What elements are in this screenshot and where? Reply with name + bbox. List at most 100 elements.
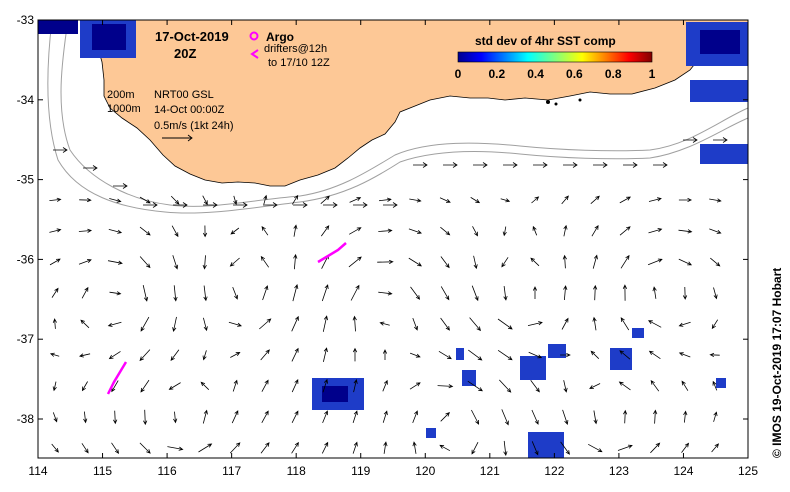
x-tick-label: 116 xyxy=(158,464,177,478)
current-arrow xyxy=(232,286,238,300)
drifter-tracks xyxy=(106,242,347,395)
current-arrow xyxy=(291,410,299,423)
current-arrow xyxy=(352,347,358,362)
current-arrow xyxy=(260,349,270,361)
current-arrow xyxy=(229,257,240,267)
current-arrow xyxy=(527,321,543,326)
y-tick-label: -34 xyxy=(17,93,35,107)
current-arrow xyxy=(321,284,329,302)
current-arrow xyxy=(468,349,483,361)
current-arrow xyxy=(291,315,299,332)
current-arrow xyxy=(562,254,567,269)
current-arrow xyxy=(681,380,689,391)
current-arrow xyxy=(620,317,630,331)
current-arrow xyxy=(682,286,688,300)
current-arrow xyxy=(168,382,181,390)
current-arrow xyxy=(683,410,688,423)
current-arrow xyxy=(49,197,62,202)
current-arrow xyxy=(503,162,518,168)
current-arrow xyxy=(592,254,598,269)
current-arrow xyxy=(678,321,691,327)
colorbar-ticks: 0 0.2 0.4 0.6 0.8 1 xyxy=(455,67,656,81)
current-arrow xyxy=(293,202,308,208)
current-arrow xyxy=(653,162,668,168)
current-arrow xyxy=(81,443,89,454)
current-arrow xyxy=(440,256,450,269)
current-arrow xyxy=(502,226,507,237)
current-arrow xyxy=(409,198,422,203)
current-arrow xyxy=(229,442,241,454)
current-arrow xyxy=(52,318,57,329)
drifter-marker-icon xyxy=(250,49,259,59)
current-arrow xyxy=(382,349,388,360)
current-arrow xyxy=(352,315,357,332)
current-arrow xyxy=(532,286,538,299)
current-arrow xyxy=(589,383,601,389)
x-tick-label: 122 xyxy=(544,464,564,478)
current-arrow xyxy=(293,253,298,270)
current-arrow xyxy=(531,409,539,425)
current-arrow xyxy=(709,228,722,234)
current-arrow xyxy=(531,441,539,456)
current-arrow xyxy=(142,285,149,302)
argo-label: Argo xyxy=(266,30,294,44)
x-tick-label: 121 xyxy=(480,464,500,478)
current-arrow xyxy=(593,162,608,168)
current-arrow xyxy=(618,381,631,391)
current-arrow xyxy=(348,256,362,268)
current-arrow xyxy=(437,384,454,389)
x-tick-label: 120 xyxy=(415,464,435,478)
x-tick-label: 117 xyxy=(222,464,241,478)
y-tick-label: -36 xyxy=(17,252,35,266)
current-arrow xyxy=(352,410,358,424)
current-arrow xyxy=(678,229,693,234)
current-arrow xyxy=(470,197,481,204)
current-arrow xyxy=(171,225,179,238)
current-arrow xyxy=(382,379,388,392)
current-arrow xyxy=(261,410,269,423)
current-arrow xyxy=(353,202,368,208)
current-arrow xyxy=(678,258,693,266)
current-arrow xyxy=(108,351,121,360)
current-arrow xyxy=(563,285,568,301)
current-arrow xyxy=(561,317,569,330)
current-arrow xyxy=(473,255,478,270)
current-arrow xyxy=(408,228,422,234)
y-tick-label: -35 xyxy=(17,173,35,187)
drifters-time: to 17/10 12Z xyxy=(268,57,330,69)
current-arrow xyxy=(379,321,390,326)
x-tick-label: 114 xyxy=(28,464,47,478)
current-arrow xyxy=(409,382,421,390)
current-arrow xyxy=(263,202,278,208)
contour-1000m xyxy=(47,19,749,214)
current-arrow xyxy=(203,202,218,208)
x-tick-label: 125 xyxy=(738,464,758,478)
drifters-label: drifters@12h xyxy=(264,43,327,55)
contour-label-1000m: 1000m xyxy=(107,103,141,115)
current-arrow xyxy=(439,444,451,452)
x-axis: 114 115 116 117 118 119 120 121 122 123 124 125 xyxy=(28,20,758,478)
island xyxy=(546,100,550,104)
current-arrow xyxy=(528,351,543,359)
current-arrow xyxy=(173,285,178,302)
current-arrow xyxy=(202,409,208,424)
current-arrow xyxy=(561,195,569,205)
current-arrow xyxy=(52,412,58,423)
current-arrow xyxy=(320,195,330,205)
current-arrow xyxy=(648,197,662,202)
current-arrow xyxy=(678,352,691,358)
current-arrow xyxy=(49,352,60,357)
current-arrow xyxy=(409,352,421,358)
current-arrow xyxy=(681,442,690,453)
current-arrow xyxy=(79,353,91,358)
scale-arrow-icon xyxy=(162,134,193,142)
current-arrow xyxy=(648,320,662,328)
current-arrow xyxy=(49,228,62,233)
current-arrow xyxy=(533,162,548,168)
current-arrow xyxy=(202,225,208,238)
current-arrow xyxy=(139,349,151,362)
island xyxy=(578,98,582,102)
current-arrow xyxy=(263,194,268,205)
current-arrow xyxy=(322,378,328,393)
